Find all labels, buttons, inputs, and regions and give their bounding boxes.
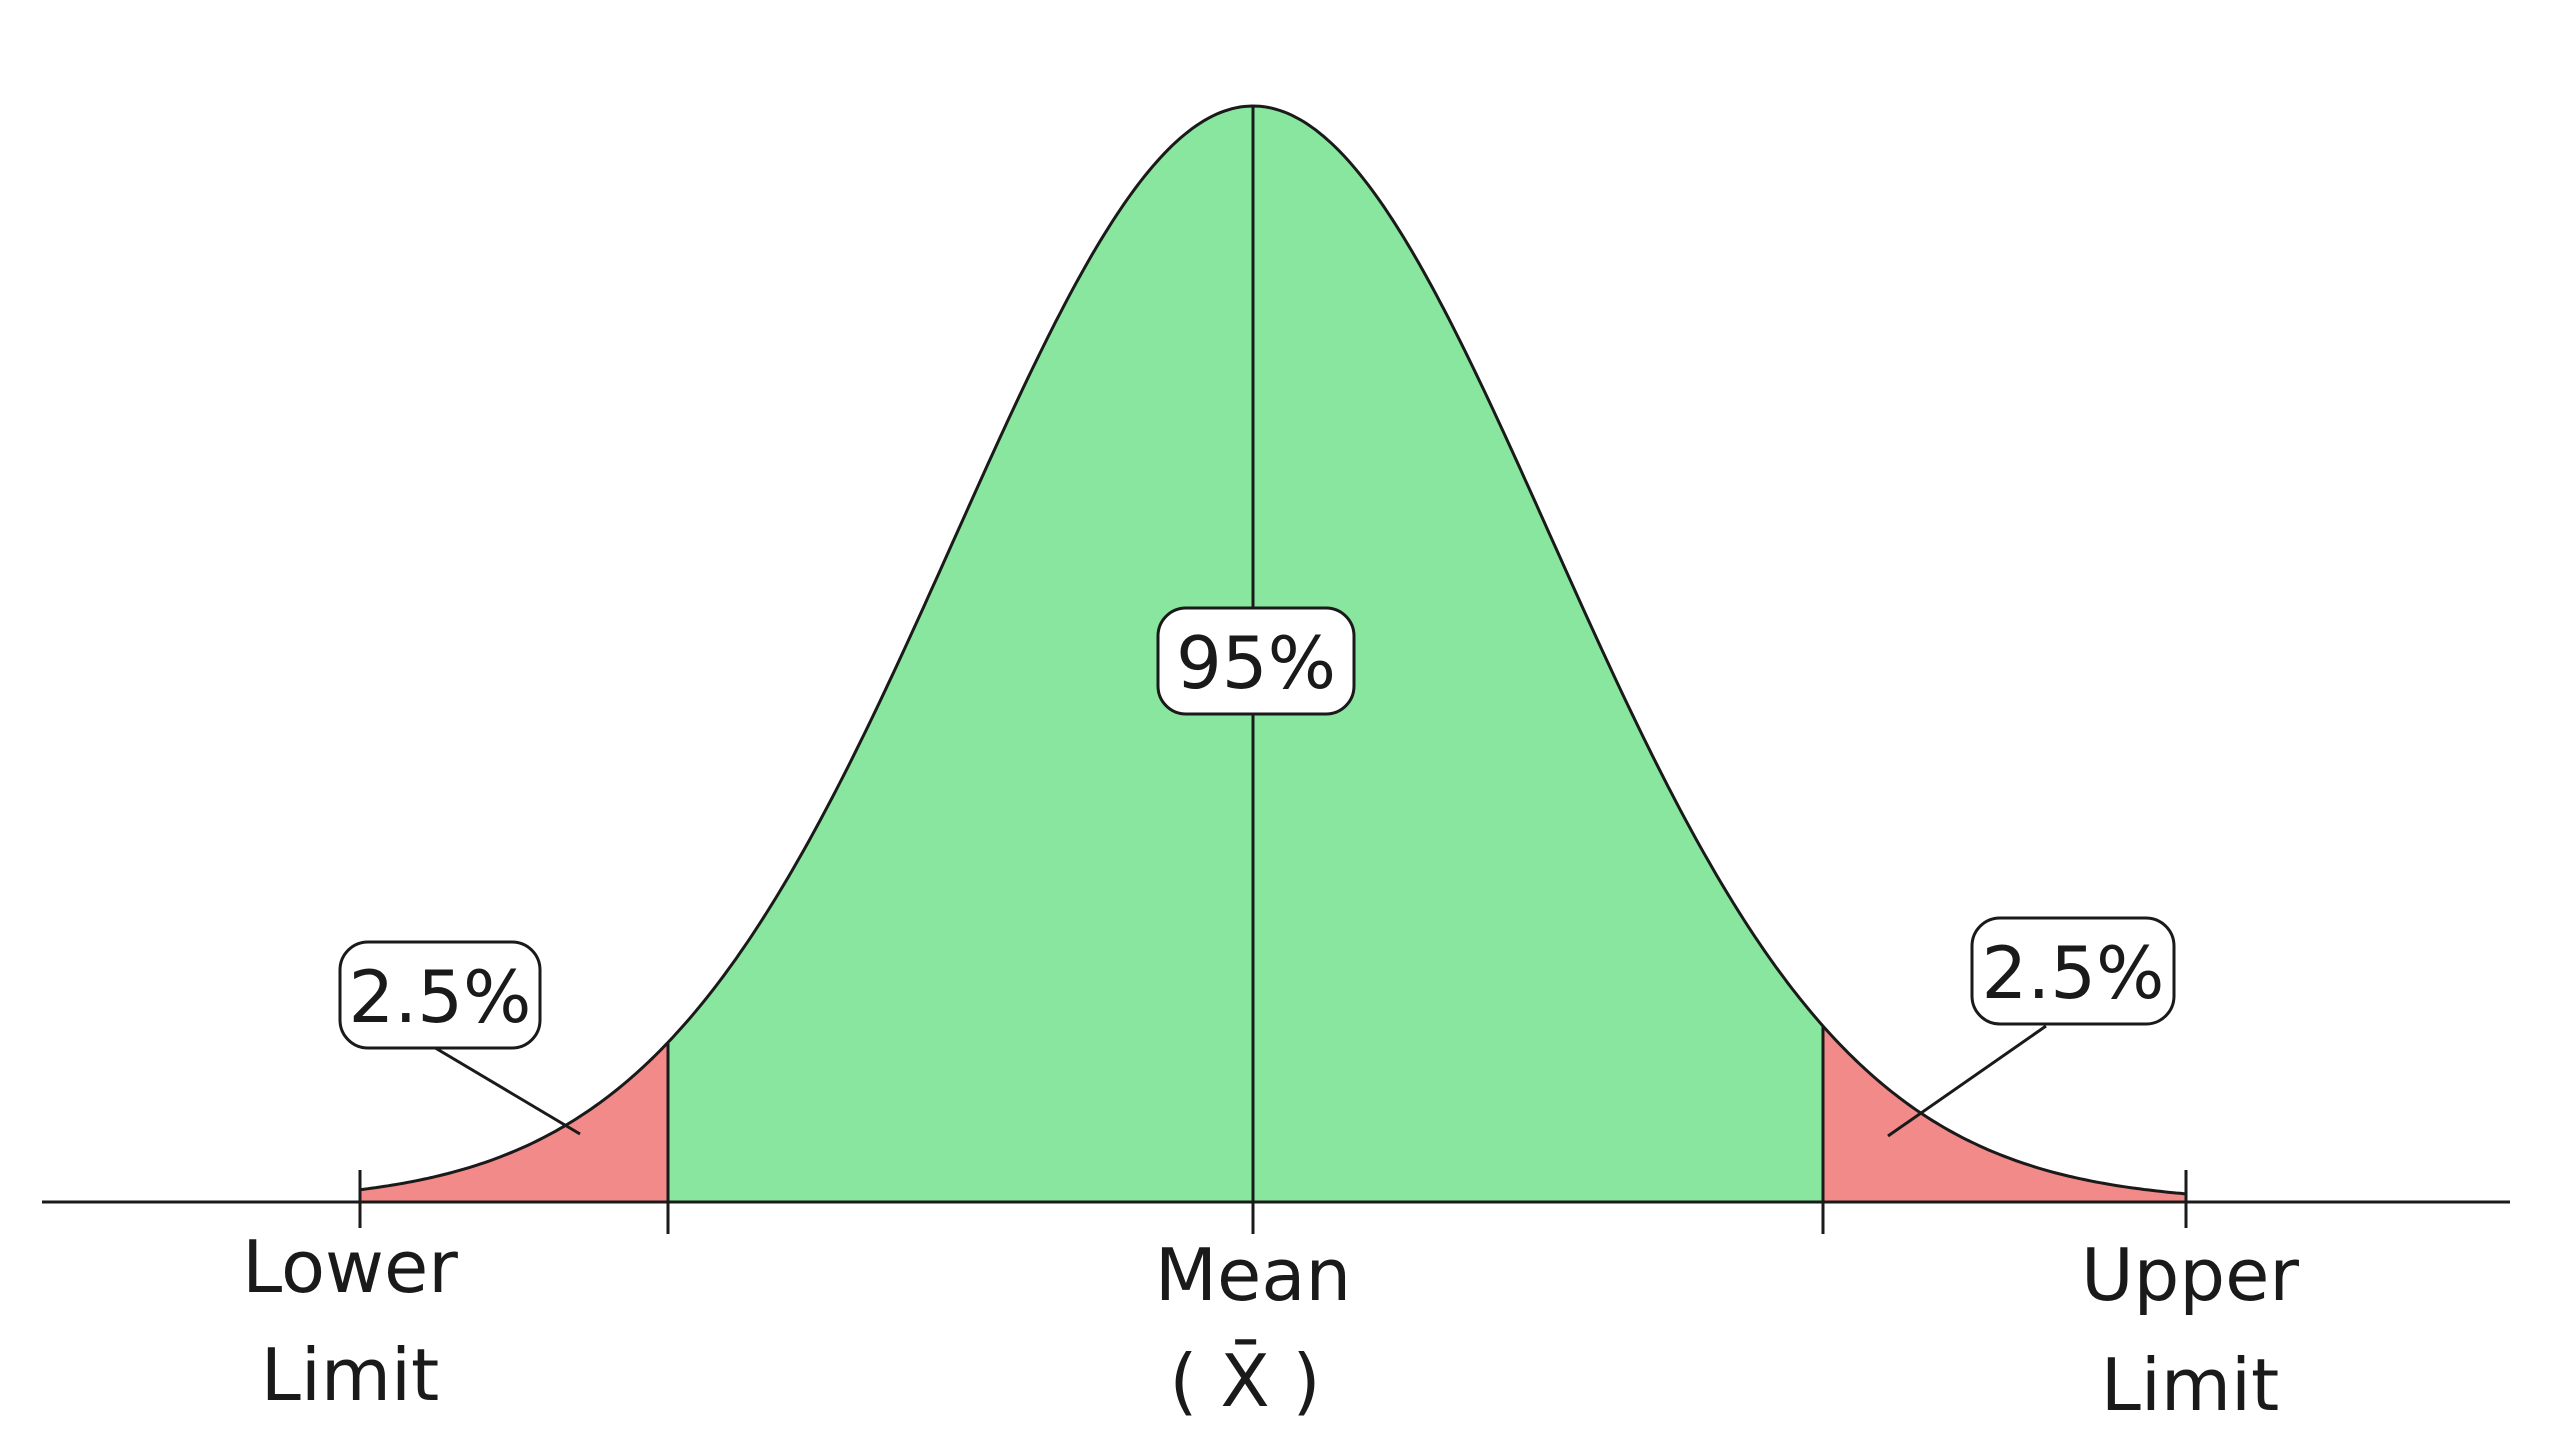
right-tail-percent-label: 2.5%	[1982, 931, 2165, 1015]
mean-label-line2: ( X̄ )	[1169, 1339, 1320, 1423]
right-callout-leader	[1887, 1024, 2047, 1138]
left-tail-region	[360, 1042, 668, 1202]
left-callout-leader	[431, 1044, 581, 1136]
upper-limit-label-line1: Upper	[2081, 1233, 2299, 1317]
right-tail-percent-box	[1970, 916, 2176, 1026]
lower-limit-label-line2: Limit	[261, 1333, 440, 1417]
upper-limit-label-line2: Limit	[2101, 1343, 2280, 1427]
lower-limit-label-line1: Lower	[242, 1225, 458, 1309]
left-tail-percent-label: 2.5%	[349, 955, 532, 1039]
right-tail-region	[1823, 1026, 2186, 1202]
center-percent-label: 95%	[1176, 621, 1336, 705]
center-percent-box	[1156, 606, 1356, 716]
mean-label-line1: Mean	[1155, 1233, 1351, 1317]
distribution-curve	[359, 104, 2187, 1196]
left-tail-percent-box	[338, 940, 542, 1050]
